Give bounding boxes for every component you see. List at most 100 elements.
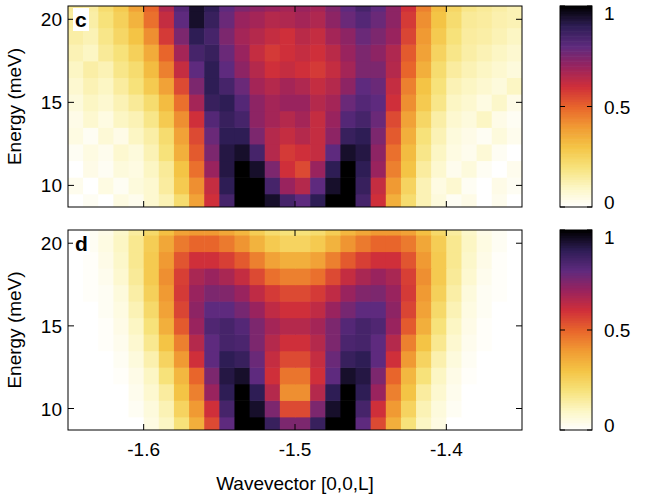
heat-cell bbox=[280, 384, 296, 401]
heat-cell bbox=[356, 61, 372, 78]
plot-frame bbox=[68, 230, 522, 430]
heat-cell bbox=[174, 334, 190, 351]
heat-cell bbox=[416, 177, 432, 194]
colorbar-tick bbox=[587, 106, 592, 107]
heat-cell bbox=[265, 235, 281, 252]
heat-cell bbox=[492, 177, 508, 194]
heat-cell bbox=[234, 94, 250, 111]
heat-cell bbox=[159, 318, 175, 335]
heat-cell bbox=[98, 61, 114, 78]
heat-cell bbox=[250, 11, 266, 28]
y-tick bbox=[68, 408, 74, 409]
heat-cell bbox=[280, 268, 296, 285]
heat-cell bbox=[325, 230, 341, 236]
heat-cell bbox=[401, 318, 417, 335]
heat-cell bbox=[189, 230, 205, 236]
heat-cell bbox=[113, 251, 129, 268]
heat-cell bbox=[295, 285, 311, 302]
heat-cell bbox=[204, 367, 220, 384]
heat-cell bbox=[492, 144, 508, 161]
y-tick bbox=[516, 102, 522, 103]
heat-cell bbox=[295, 334, 311, 351]
heat-cell bbox=[386, 230, 402, 236]
heat-cell bbox=[492, 318, 508, 335]
heat-cell bbox=[461, 235, 477, 252]
heat-cell bbox=[83, 44, 99, 61]
heat-cell bbox=[98, 384, 114, 401]
heat-cell bbox=[189, 144, 205, 161]
heat-cell bbox=[68, 77, 84, 94]
heat-cell bbox=[401, 285, 417, 302]
heat-cell bbox=[431, 111, 447, 128]
heat-cell bbox=[219, 6, 235, 12]
heat-cell bbox=[159, 160, 175, 177]
heat-cell bbox=[401, 6, 417, 12]
heat-cell bbox=[144, 177, 160, 194]
heat-cell bbox=[310, 351, 326, 368]
heat-cell bbox=[189, 384, 205, 401]
heat-cell bbox=[234, 230, 250, 236]
heat-cell bbox=[189, 28, 205, 45]
heat-cell bbox=[401, 177, 417, 194]
heat-cell bbox=[416, 144, 432, 161]
heat-cell bbox=[356, 94, 372, 111]
heat-cell bbox=[83, 400, 99, 417]
heat-cell bbox=[507, 268, 522, 285]
heat-cell bbox=[144, 351, 160, 368]
heat-cell bbox=[174, 235, 190, 252]
heat-cell bbox=[386, 384, 402, 401]
heat-cell bbox=[431, 77, 447, 94]
heat-cell bbox=[204, 144, 220, 161]
heat-cell bbox=[446, 194, 462, 207]
heat-cell bbox=[401, 351, 417, 368]
heat-cell bbox=[83, 417, 99, 430]
heat-cell bbox=[386, 351, 402, 368]
heat-cell bbox=[98, 177, 114, 194]
heat-cell bbox=[265, 44, 281, 61]
panel-letter: d bbox=[75, 232, 88, 255]
heat-cell bbox=[144, 334, 160, 351]
heat-cell bbox=[204, 11, 220, 28]
heat-cell bbox=[280, 318, 296, 335]
heat-cell bbox=[129, 367, 145, 384]
heat-cell bbox=[461, 285, 477, 302]
heat-cell bbox=[477, 194, 493, 207]
heat-cell bbox=[325, 11, 341, 28]
heat-cell bbox=[159, 11, 175, 28]
heat-cell bbox=[325, 44, 341, 61]
heat-cell bbox=[250, 160, 266, 177]
heat-cell bbox=[250, 144, 266, 161]
heat-cell bbox=[113, 160, 129, 177]
heat-cell bbox=[446, 77, 462, 94]
heat-cell bbox=[492, 400, 508, 417]
heat-cell bbox=[507, 28, 522, 45]
heat-cell bbox=[280, 351, 296, 368]
heat-cell bbox=[250, 77, 266, 94]
heat-cell bbox=[219, 301, 235, 318]
heat-cell bbox=[386, 127, 402, 144]
heat-cell bbox=[356, 351, 372, 368]
heat-cell bbox=[234, 384, 250, 401]
heat-cell bbox=[174, 11, 190, 28]
heat-cell bbox=[492, 384, 508, 401]
y-tick-label: 20 bbox=[41, 233, 62, 254]
heat-cell bbox=[129, 77, 145, 94]
heat-cell bbox=[401, 127, 417, 144]
heat-cell bbox=[68, 61, 84, 78]
heat-cell bbox=[461, 400, 477, 417]
heat-cell bbox=[371, 230, 387, 236]
heat-cell bbox=[250, 230, 266, 236]
heat-cell bbox=[340, 285, 356, 302]
heat-cell bbox=[234, 127, 250, 144]
heat-cell bbox=[83, 160, 99, 177]
heat-cell bbox=[159, 251, 175, 268]
y-tick-label: 20 bbox=[41, 9, 62, 30]
heat-cell bbox=[159, 61, 175, 78]
heat-cell bbox=[401, 94, 417, 111]
heat-cell bbox=[234, 301, 250, 318]
heat-cell bbox=[416, 230, 432, 236]
heat-cell bbox=[98, 194, 114, 207]
heat-cell bbox=[98, 11, 114, 28]
heat-cell bbox=[507, 367, 522, 384]
heat-cell bbox=[219, 285, 235, 302]
